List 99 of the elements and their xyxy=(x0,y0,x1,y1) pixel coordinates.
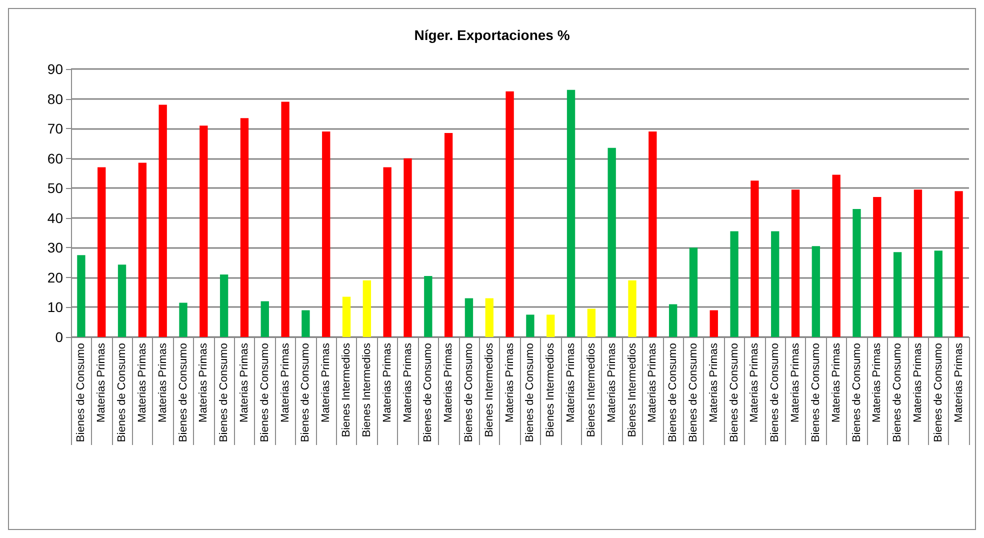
x-tick-label: Bienes Intermedios xyxy=(544,342,557,438)
y-tick-label: 60 xyxy=(47,150,64,166)
bar xyxy=(302,310,310,337)
bar xyxy=(404,158,412,337)
bar xyxy=(444,133,453,337)
bar xyxy=(771,231,780,337)
x-tick-label: Bienes de Consumo xyxy=(218,343,230,442)
x-tick-label: Bienes de Consumo xyxy=(810,343,822,442)
x-tick-label: Bienes de Consumo xyxy=(667,343,680,442)
x-tick-label: Materias Primas xyxy=(606,342,618,422)
bar xyxy=(750,180,759,337)
x-tick-label: Bienes de Consumo xyxy=(850,343,863,442)
bar xyxy=(77,255,86,337)
bar xyxy=(791,190,800,337)
bar xyxy=(342,296,351,337)
y-tick-label: 20 xyxy=(47,269,64,286)
bar xyxy=(526,314,534,337)
bar xyxy=(362,280,372,337)
x-tick-label: Materias Primas xyxy=(748,342,761,422)
x-tick-label: Bienes de Consumo xyxy=(462,343,475,442)
x-tick-label: Bienes de Consumo xyxy=(116,343,128,442)
bar xyxy=(464,298,474,337)
y-tick-label: 80 xyxy=(47,90,64,107)
x-tick-label: Bienes de Consumo xyxy=(932,343,944,442)
bar xyxy=(954,191,963,337)
x-tick-label: Materias Primas xyxy=(279,342,292,422)
x-tick-label: Bienes de Consumo xyxy=(524,343,536,442)
x-tick-label: Bienes de Consumo xyxy=(258,343,271,442)
x-tick-label: Bienes de Consumo xyxy=(728,343,740,442)
bar xyxy=(689,248,698,337)
x-tick-label: Bienes Intermedios xyxy=(340,342,353,438)
y-tick-label: 50 xyxy=(47,180,64,196)
bar xyxy=(628,280,636,337)
y-tick-label: 30 xyxy=(47,240,64,256)
x-tick-label: Materias Primas xyxy=(871,342,884,422)
bar xyxy=(873,197,882,337)
x-tick-label: Materias Primas xyxy=(646,342,659,422)
x-tick-label: Materias Primas xyxy=(952,342,965,422)
x-tick-label: Materias Primas xyxy=(830,342,842,422)
x-tick-label: Bienes Intermedios xyxy=(626,342,638,438)
x-tick-label: Materias Primas xyxy=(504,342,516,422)
bar xyxy=(424,276,432,337)
x-tick-label: Bienes de Consumo xyxy=(422,343,434,442)
x-tick-label: Materias Primas xyxy=(912,342,924,422)
bar xyxy=(914,190,922,337)
x-tick-label: Bienes de Consumo xyxy=(769,343,782,442)
bar xyxy=(158,104,167,337)
bar xyxy=(546,314,555,337)
y-tick-label: 40 xyxy=(47,210,64,226)
bar xyxy=(506,91,514,337)
bar xyxy=(893,252,902,337)
x-tick-label: Bienes Intermedios xyxy=(483,342,496,438)
bar xyxy=(812,246,820,337)
x-tick-label: Bienes Intermedios xyxy=(585,342,598,438)
x-tick-label: Materias Primas xyxy=(708,342,720,422)
x-tick-label: Bienes de Consumo xyxy=(75,343,88,442)
y-tick-label: 0 xyxy=(55,329,64,345)
bar xyxy=(98,167,106,337)
x-tick-label: Materias Primas xyxy=(790,342,802,422)
y-tick-label: 90 xyxy=(47,61,64,77)
bar xyxy=(322,132,330,337)
bar xyxy=(240,118,249,337)
bar xyxy=(220,274,228,337)
x-tick-label: Materias Primas xyxy=(320,342,332,422)
x-tick-label: Bienes de Consumo xyxy=(892,343,904,442)
chart-title: Níger. Exportaciones % xyxy=(414,27,570,43)
bar xyxy=(281,102,290,337)
bar xyxy=(934,250,942,337)
bar xyxy=(668,304,678,337)
bar xyxy=(832,174,840,337)
x-tick-label: Bienes Intermedios xyxy=(360,342,373,438)
bar xyxy=(587,308,596,337)
y-tick-label: 10 xyxy=(47,299,64,316)
bar xyxy=(179,302,188,337)
x-tick-label: Bienes de Consumo xyxy=(300,343,312,442)
bar xyxy=(710,310,718,337)
x-tick-label: Materias Primas xyxy=(96,342,108,422)
x-tick-label: Materias Primas xyxy=(565,342,578,422)
bar xyxy=(383,167,392,337)
bar xyxy=(608,148,616,337)
bar xyxy=(200,126,208,337)
x-tick-label: Bienes de Consumo xyxy=(687,343,700,442)
bar xyxy=(852,208,861,337)
bar xyxy=(566,90,576,337)
x-tick-label: Materias Primas xyxy=(156,342,169,422)
x-tick-label: Materias Primas xyxy=(198,342,210,422)
bar xyxy=(118,264,126,337)
x-tick-label: Materias Primas xyxy=(136,342,148,422)
bar xyxy=(485,298,494,337)
x-tick-label: Materias Primas xyxy=(442,342,455,422)
x-tick-label: Materias Primas xyxy=(238,342,250,422)
y-tick-label: 70 xyxy=(47,120,64,137)
bar xyxy=(648,132,657,337)
x-tick-label: Materias Primas xyxy=(381,342,394,422)
x-tick-label: Bienes de Consumo xyxy=(177,343,190,442)
bar xyxy=(138,162,147,337)
x-tick-label: Materias Primas xyxy=(402,342,414,422)
bar xyxy=(260,301,269,337)
bar xyxy=(730,231,738,337)
